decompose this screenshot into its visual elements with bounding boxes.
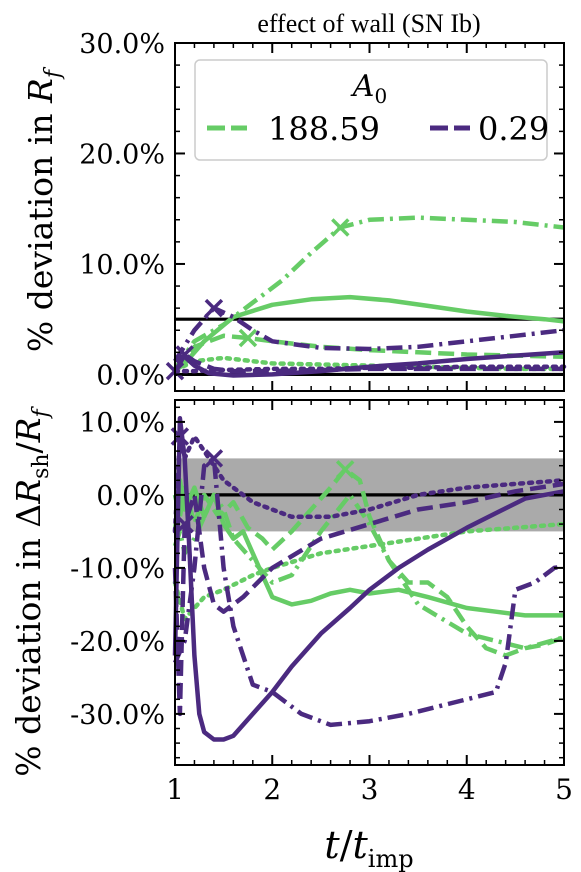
series-marker-top-2 [238, 328, 258, 348]
legend: A0 188.59 0.29 [194, 59, 549, 161]
legend-label-029: 0.29 [478, 110, 549, 148]
chart-title: effect of wall (SN Ib) [257, 9, 480, 38]
series-line-top-5 [173, 305, 565, 363]
series-group-bottom [170, 416, 567, 742]
series-line-top-0 [173, 294, 565, 373]
series-line-bottom-4 [172, 416, 565, 742]
series-marker-top-5 [204, 298, 224, 318]
y-tick-label-top: 20.0% [79, 139, 165, 170]
series-line-bottom-3 [172, 521, 567, 622]
x-tick-label: 5 [555, 773, 573, 806]
legend-label-188: 188.59 [268, 110, 380, 148]
x-tick-label: 1 [166, 773, 184, 806]
y-tick-label-top: 0.0% [96, 360, 165, 391]
series-marker-bottom-5 [204, 449, 224, 468]
series-marker-top-1 [331, 218, 350, 237]
y-tick-label-bottom: 10.0% [79, 408, 165, 439]
panel-top: effect of wall (SN Ib) 0.0% 10.0% 20.0% 30.… [21, 9, 567, 392]
series-line-bottom-6 [172, 481, 565, 717]
x-axis-label: t/timp [324, 823, 413, 872]
series-marker-bottom-6 [175, 514, 194, 534]
series-line-bottom-1 [172, 492, 565, 651]
series-line-top-7 [172, 364, 567, 374]
series-line-top-1 [173, 215, 565, 371]
ticks-top: 0.0% 10.0% 20.0% 30.0% [79, 29, 565, 391]
panel-bottom: -30.0% -20.0% -10.0% 0.0% 10.0% 1 2 3 4 5 % devia… [9, 399, 573, 872]
y-tick-label-bottom: -30.0% [70, 700, 165, 731]
y-tick-label-bottom: 0.0% [96, 481, 165, 512]
series-line-top-2 [173, 333, 565, 371]
series-line-bottom-5 [172, 456, 565, 728]
series-marker-top-6 [175, 345, 194, 364]
x-tick-label: 2 [263, 773, 281, 806]
series-group-top [165, 215, 567, 381]
series-line-bottom-2 [172, 467, 565, 658]
series-line-top-4 [174, 350, 565, 378]
series-marker-bottom-2 [335, 460, 355, 479]
y-tick-label-bottom: -20.0% [70, 627, 165, 658]
y-axis-label-top: % deviation in Rf [21, 66, 66, 352]
y-axis-label-bottom: % deviation in ΔRsh/Rf [9, 405, 54, 776]
legend-box [194, 59, 548, 161]
series-line-bottom-7 [172, 434, 567, 534]
y-tick-label-bottom: -10.0% [70, 554, 165, 585]
x-tick-label: 3 [361, 773, 379, 806]
x-tick-label: 4 [458, 773, 476, 806]
y-tick-label-top: 10.0% [79, 250, 165, 281]
ticks-bottom: -30.0% -20.0% -10.0% 0.0% 10.0% 1 2 3 4 5 [70, 400, 573, 806]
y-tick-label-top: 30.0% [79, 29, 165, 60]
